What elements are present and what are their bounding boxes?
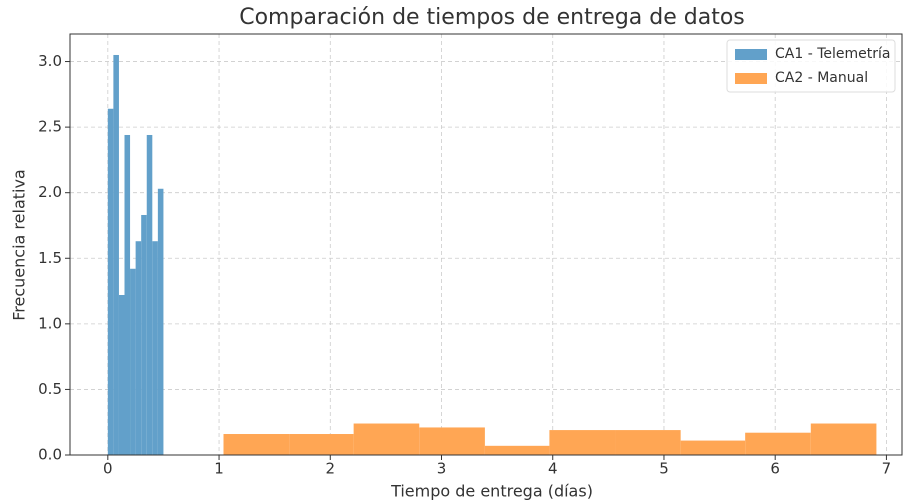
bar bbox=[353, 423, 420, 455]
y-axis-label: Frecuencia relativa bbox=[10, 169, 29, 320]
bar bbox=[157, 188, 164, 455]
legend: CA1 - Telemetría CA2 - Manual bbox=[726, 39, 896, 93]
bar bbox=[615, 430, 681, 455]
legend-label: CA1 - Telemetría bbox=[775, 46, 890, 62]
bar bbox=[130, 268, 136, 455]
legend-label: CA2 - Manual bbox=[775, 70, 868, 86]
bar bbox=[107, 108, 114, 455]
bar bbox=[146, 134, 153, 455]
x-axis-label: Tiempo de entrega (días) bbox=[390, 482, 593, 501]
bar bbox=[745, 432, 811, 455]
y-tick-label: 0.0 bbox=[38, 446, 62, 464]
x-tick-label: 4 bbox=[548, 460, 558, 478]
x-tick-label: 0 bbox=[103, 460, 113, 478]
x-tick-label: 1 bbox=[214, 460, 224, 478]
y-tick-label: 1.5 bbox=[38, 249, 62, 267]
x-tick-label: 2 bbox=[326, 460, 336, 478]
y-tick-label: 3.0 bbox=[38, 52, 62, 70]
x-tick-label: 6 bbox=[770, 460, 780, 478]
chart-title: Comparación de tiempos de entrega de dat… bbox=[239, 5, 745, 30]
legend-swatch bbox=[735, 73, 767, 84]
bar bbox=[141, 214, 147, 455]
bar bbox=[152, 241, 158, 455]
bar bbox=[484, 445, 550, 455]
bar bbox=[124, 134, 131, 455]
bar bbox=[419, 427, 485, 455]
y-tick-label: 1.0 bbox=[38, 314, 62, 332]
y-tick-label: 2.0 bbox=[38, 183, 62, 201]
legend-box bbox=[726, 39, 896, 93]
x-tick-label: 5 bbox=[659, 460, 669, 478]
bar bbox=[223, 434, 290, 455]
y-tick-label: 2.5 bbox=[38, 118, 62, 136]
bar bbox=[289, 434, 354, 455]
x-tick-label: 3 bbox=[437, 460, 447, 478]
bar bbox=[135, 241, 142, 455]
bar bbox=[549, 430, 616, 455]
legend-swatch bbox=[735, 49, 767, 60]
plot-frame bbox=[69, 33, 903, 456]
bar bbox=[113, 54, 119, 455]
x-tick-label: 7 bbox=[882, 460, 892, 478]
bar bbox=[680, 440, 746, 455]
bar bbox=[118, 294, 125, 455]
y-tick-label: 0.5 bbox=[38, 380, 62, 398]
bar bbox=[810, 423, 877, 455]
